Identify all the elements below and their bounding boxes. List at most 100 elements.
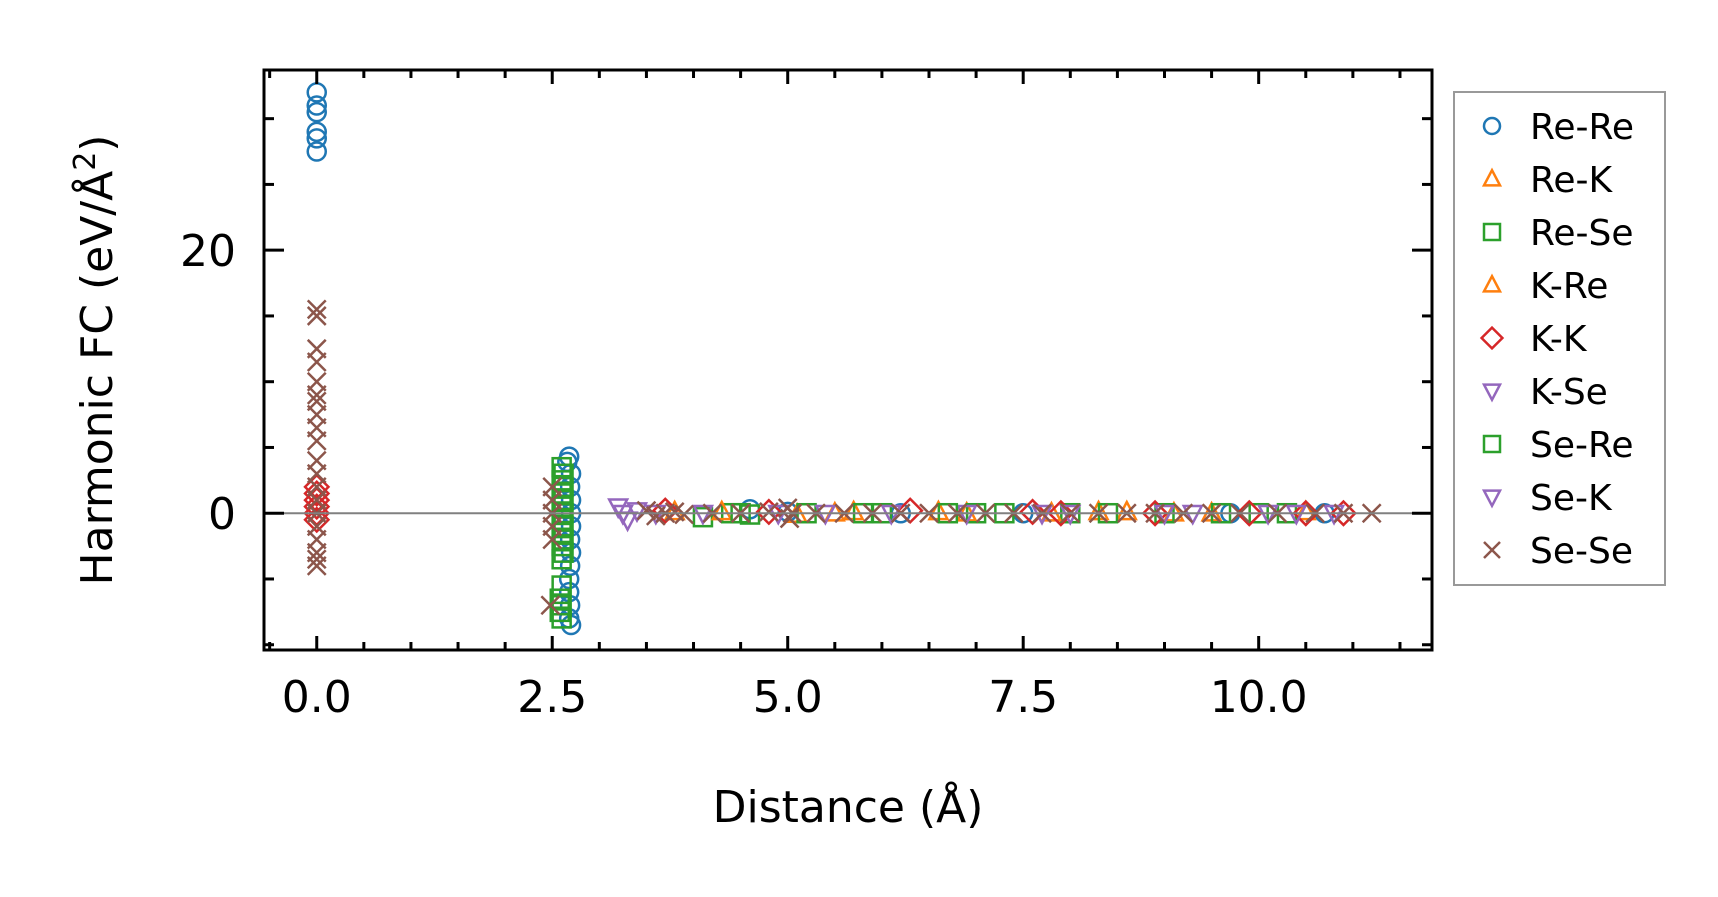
data-point (755, 498, 783, 526)
data-point (306, 299, 327, 320)
data-point (553, 516, 574, 537)
legend-item: Se-Re (1482, 425, 1634, 466)
legend-item: Se-K (1481, 478, 1613, 519)
data-point (1329, 499, 1357, 527)
data-point (1047, 499, 1075, 527)
data-point (1181, 504, 1204, 526)
data-point (1285, 504, 1308, 526)
legend-item: Se-Se (1483, 531, 1633, 572)
data-point (553, 476, 574, 498)
legend-label: Re-K (1530, 160, 1614, 201)
data-point (896, 497, 924, 525)
legend-marker-icon (1481, 383, 1503, 403)
data-point (1059, 504, 1082, 526)
data-point (306, 549, 327, 570)
data-point (306, 121, 327, 143)
legend-item: K-Re (1481, 266, 1608, 307)
data-point (1294, 499, 1317, 521)
legend-item: K-Se (1481, 372, 1608, 413)
data-point (551, 595, 572, 616)
data-point (1030, 504, 1054, 526)
data-point (306, 128, 327, 149)
legend-item: Re-Se (1482, 213, 1634, 254)
series-re-se (549, 456, 1298, 629)
legend-label: K-Re (1530, 266, 1608, 307)
legend-marker-icon (1482, 222, 1502, 242)
data-point (955, 504, 978, 526)
y-axis-label-close: ) (72, 135, 123, 152)
series-se-se (306, 299, 1382, 616)
y-axis-label: Harmonic FC (eV/Å2) (68, 135, 124, 586)
data-point (306, 141, 327, 162)
x-tick-label: 5.0 (753, 672, 823, 723)
legend-marker-icon (1482, 434, 1502, 454)
legend-marker-icon (1481, 489, 1503, 509)
data-point (306, 384, 327, 405)
data-point (1153, 504, 1176, 526)
data-point (551, 470, 572, 491)
data-point (1235, 499, 1263, 527)
data-point (551, 522, 572, 544)
data-point (306, 95, 327, 116)
legend-marker-icon (1481, 273, 1503, 293)
y-tick-label: 0 (208, 489, 236, 540)
data-point (549, 601, 571, 623)
data-point (551, 509, 572, 531)
data-point (551, 496, 572, 517)
legend-label: K-Se (1530, 372, 1608, 413)
axis-ticks: 0.0 2.5 5.0 7.5 10.0 0 20 (180, 70, 1432, 723)
data-point (542, 529, 563, 550)
x-axis-label: Distance (Å) (713, 780, 984, 833)
data-point (553, 463, 574, 485)
data-point (814, 504, 837, 526)
legend-marker-icon (1479, 325, 1505, 351)
data-point (553, 529, 574, 550)
data-point (710, 499, 733, 521)
data-point (306, 352, 327, 372)
data-point (758, 502, 779, 522)
data-point (540, 595, 561, 616)
data-point (553, 489, 574, 511)
data-point (306, 101, 327, 123)
data-point (625, 502, 649, 524)
data-point (1019, 498, 1047, 526)
legend-label: Se-K (1530, 478, 1613, 519)
data-point (551, 575, 572, 596)
legend-label: Se-Re (1530, 425, 1634, 466)
data-point (306, 431, 327, 451)
legend-item: K-K (1479, 319, 1588, 360)
series-re-re (306, 82, 1335, 636)
data-point (306, 555, 327, 576)
legend-marker-icon (1483, 541, 1501, 559)
data-point (674, 504, 694, 525)
data-point (558, 568, 580, 590)
data-point (1115, 499, 1138, 521)
y-axis-label-main: Harmonic FC (eV/Å (70, 171, 123, 586)
legend-label: Re-Se (1530, 213, 1634, 254)
data-point (303, 480, 331, 507)
legend-marker-icon (1481, 167, 1503, 187)
x-tick-label: 2.5 (517, 672, 587, 723)
data-points (303, 82, 1382, 636)
data-point (551, 549, 572, 570)
data-point (1322, 504, 1346, 526)
legend-marker-icon (1482, 116, 1502, 136)
data-point (636, 500, 657, 521)
data-point (551, 456, 572, 478)
x-tick-label: 10.0 (1210, 672, 1308, 723)
data-point (691, 504, 715, 526)
data-point (1292, 499, 1320, 527)
legend-label: Re-Re (1530, 107, 1634, 148)
y-axis-label-sup: 2 (68, 152, 103, 171)
data-point (553, 542, 574, 563)
legend-item: Re-Re (1482, 107, 1634, 148)
series-k-se (607, 498, 1346, 533)
data-point (303, 493, 331, 521)
data-point (551, 535, 572, 557)
x-tick-label: 7.5 (988, 672, 1058, 723)
data-point (551, 608, 572, 629)
data-point (303, 506, 331, 534)
legend: Re-Re Re-K Re-Se K-Re K-K K-Se Se-Re Se-K Se-Se (1453, 91, 1666, 586)
data-point (306, 306, 327, 326)
